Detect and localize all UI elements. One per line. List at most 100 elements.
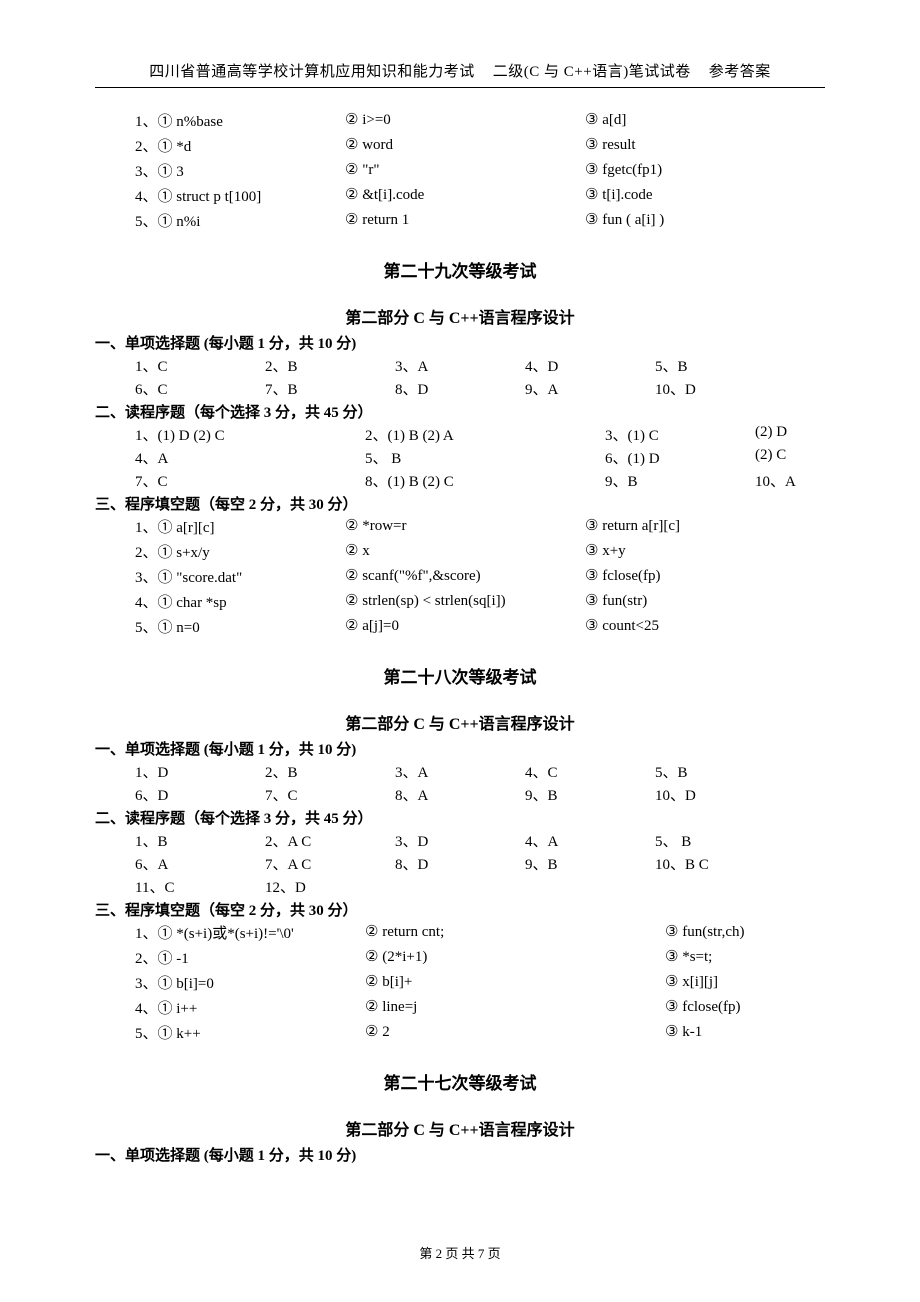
mc-cell: 9、B — [525, 853, 655, 874]
fill-c1: 3、① b[i]=0 — [135, 972, 365, 993]
mc-cell: 5、 B — [655, 830, 785, 851]
fill-c1: 4、① i++ — [135, 997, 365, 1018]
mc-cell — [525, 876, 655, 897]
read-cell: 1、(1) D (2) C — [135, 424, 365, 445]
fill-c2: ② strlen(sp) < strlen(sq[i]) — [345, 591, 585, 612]
read-cell: 7、C — [135, 470, 365, 491]
mc-row: 1、B2、A C3、D4、A5、 B — [95, 830, 825, 851]
fill-c1: 5、① n%i — [135, 210, 345, 231]
fill-row: 1、① n%base② i>=0③ a[d] — [95, 110, 825, 131]
mc-cell: 11、C — [135, 876, 265, 897]
mc-cell: 7、C — [265, 784, 395, 805]
fill-c3: ③ x+y — [585, 541, 825, 562]
mc-cell — [395, 876, 525, 897]
fill-c2: ② return 1 — [345, 210, 585, 231]
fill-c3: ③ *s=t; — [665, 947, 825, 968]
fill-c1: 2、① *d — [135, 135, 345, 156]
exam29-title: 第二十九次等级考试 — [95, 257, 825, 282]
mc-cell: 2、A C — [265, 830, 395, 851]
fill-row: 5、① n%i② return 1③ fun ( a[i] ) — [95, 210, 825, 231]
mc-cell: 4、A — [525, 830, 655, 851]
fill-c3: ③ result — [585, 135, 825, 156]
read-row: 1、(1) D (2) C2、(1) B (2) A3、(1) C(2) D — [95, 424, 825, 445]
fill-c1: 1、① a[r][c] — [135, 516, 345, 537]
fill-c3: ③ k-1 — [665, 1022, 825, 1043]
fill-c2: ② "r" — [345, 160, 585, 181]
fill-c2: ② b[i]+ — [365, 972, 665, 993]
mc-row: 6、A7、A C8、D9、B10、B C — [95, 853, 825, 874]
mc-cell: 1、C — [135, 355, 265, 376]
read-cell: 8、(1) B (2) C — [365, 470, 605, 491]
mc-cell: 7、B — [265, 378, 395, 399]
fill-row: 3、① 3② "r"③ fgetc(fp1) — [95, 160, 825, 181]
read-cell: 5、 B — [365, 447, 605, 468]
fill-c3: ③ fclose(fp) — [665, 997, 825, 1018]
fill-c2: ② scanf("%f",&score) — [345, 566, 585, 587]
mc-cell: 8、D — [395, 378, 525, 399]
exam27-sec1-title: 一、单项选择题 (每小题 1 分，共 10 分) — [95, 1144, 825, 1165]
fill-c1: 4、① char *sp — [135, 591, 345, 612]
fill-c2: ② a[j]=0 — [345, 616, 585, 637]
fill-c3: ③ fun(str,ch) — [665, 922, 825, 943]
exam28-sec2-title: 二、读程序题（每个选择 3 分，共 45 分） — [95, 807, 825, 828]
fill-c2: ② 2 — [365, 1022, 665, 1043]
mc-row: 6、D7、C8、A9、B10、D — [95, 784, 825, 805]
mc-cell: 3、A — [395, 761, 525, 782]
exam27-part: 第二部分 C 与 C++语言程序设计 — [95, 1116, 825, 1140]
fill-c2: ② i>=0 — [345, 110, 585, 131]
mc-cell: 1、B — [135, 830, 265, 851]
fill-c3: ③ count<25 — [585, 616, 825, 637]
page: 四川省普通高等学校计算机应用知识和能力考试二级(C 与 C++语言)笔试试卷参考… — [0, 0, 920, 1302]
mc-cell: 7、A C — [265, 853, 395, 874]
mc-cell: 3、A — [395, 355, 525, 376]
fill-row: 1、① *(s+i)或*(s+i)!='\0'② return cnt;③ fu… — [95, 922, 825, 943]
fill-row: 3、① "score.dat"② scanf("%f",&score)③ fcl… — [95, 566, 825, 587]
fill-c2: ② line=j — [365, 997, 665, 1018]
exam29-part: 第二部分 C 与 C++语言程序设计 — [95, 304, 825, 328]
fill-row: 4、① char *sp② strlen(sp) < strlen(sq[i])… — [95, 591, 825, 612]
fill-row: 5、① k++② 2③ k-1 — [95, 1022, 825, 1043]
mc-cell: 1、D — [135, 761, 265, 782]
mc-cell: 9、A — [525, 378, 655, 399]
fill-c1: 1、① n%base — [135, 110, 345, 131]
mc-cell: 4、D — [525, 355, 655, 376]
fill-row: 2、① s+x/y② x③ x+y — [95, 541, 825, 562]
read-cell: (2) D — [755, 424, 825, 445]
fill-c2: ② x — [345, 541, 585, 562]
read-row: 4、A5、 B6、(1) D(2) C — [95, 447, 825, 468]
mc-cell: 6、D — [135, 784, 265, 805]
mc-cell: 10、B C — [655, 853, 785, 874]
fill-c3: ③ fun ( a[i] ) — [585, 210, 825, 231]
fill-row: 4、① i++② line=j③ fclose(fp) — [95, 997, 825, 1018]
fill-row: 3、① b[i]=0② b[i]+③ x[i][j] — [95, 972, 825, 993]
fill-c3: ③ return a[r][c] — [585, 516, 825, 537]
exam29-sec1-title: 一、单项选择题 (每小题 1 分，共 10 分) — [95, 332, 825, 353]
mc-row: 11、C12、D — [95, 876, 825, 897]
mc-cell: 9、B — [525, 784, 655, 805]
fill-c3: ③ x[i][j] — [665, 972, 825, 993]
exam28-sec1-title: 一、单项选择题 (每小题 1 分，共 10 分) — [95, 738, 825, 759]
read-cell: 4、A — [135, 447, 365, 468]
read-cell: (2) C — [755, 447, 825, 468]
exam28-part: 第二部分 C 与 C++语言程序设计 — [95, 710, 825, 734]
mc-row: 1、C2、B3、A4、D5、B — [95, 355, 825, 376]
mc-cell: 3、D — [395, 830, 525, 851]
fill-c1: 3、① "score.dat" — [135, 566, 345, 587]
fill-c3: ③ fgetc(fp1) — [585, 160, 825, 181]
fill-row: 5、① n=0② a[j]=0③ count<25 — [95, 616, 825, 637]
mc-cell: 6、C — [135, 378, 265, 399]
mc-cell: 10、D — [655, 784, 785, 805]
mc-cell: 5、B — [655, 761, 785, 782]
mc-cell: 2、B — [265, 355, 395, 376]
fill-c1: 3、① 3 — [135, 160, 345, 181]
header-mid: 二级(C 与 C++语言)笔试试卷 — [493, 64, 691, 80]
fill-c3: ③ fun(str) — [585, 591, 825, 612]
read-cell: 6、(1) D — [605, 447, 755, 468]
fill-row: 4、① struct p t[100]② &t[i].code③ t[i].co… — [95, 185, 825, 206]
fill-row: 2、① -1② (2*i+1)③ *s=t; — [95, 947, 825, 968]
mc-cell: 10、D — [655, 378, 785, 399]
read-row: 7、C8、(1) B (2) C9、B10、A — [95, 470, 825, 491]
mc-row: 1、D2、B3、A4、C5、B — [95, 761, 825, 782]
fill-c1: 5、① k++ — [135, 1022, 365, 1043]
fill-c1: 2、① -1 — [135, 947, 365, 968]
